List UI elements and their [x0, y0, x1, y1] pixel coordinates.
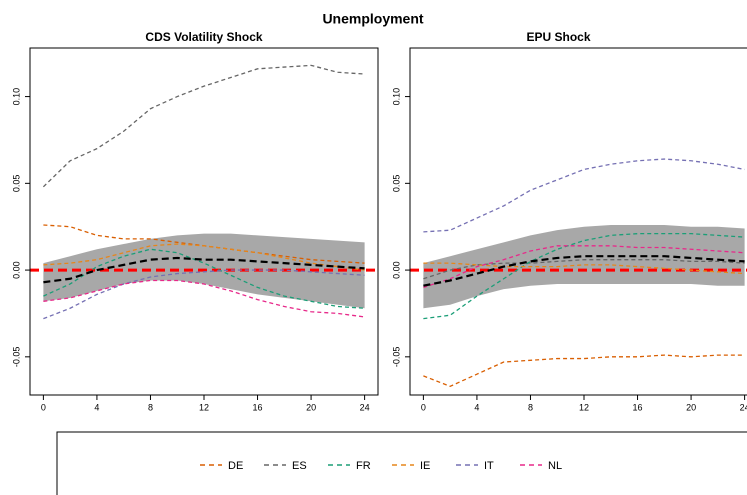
- legend-label: DE: [228, 460, 243, 472]
- y-tick-label: 0.10: [391, 88, 401, 106]
- series-line: [423, 245, 745, 289]
- median-line: [423, 255, 745, 287]
- x-tick-label: 24: [740, 402, 747, 412]
- series-line: [42, 64, 365, 188]
- series-line: [43, 279, 365, 318]
- series-line: [423, 259, 745, 280]
- series-line: [423, 158, 745, 233]
- median-line: [43, 256, 365, 284]
- panel-title: EPU Shock: [526, 30, 590, 44]
- legend-label: NL: [548, 460, 562, 472]
- series-line: [423, 232, 745, 320]
- plot-area: [410, 158, 747, 388]
- x-tick-label: 24: [360, 402, 370, 412]
- y-tick-label: 0.00: [391, 261, 401, 279]
- series-line: [43, 243, 365, 271]
- y-tick-label: 0.10: [11, 88, 21, 106]
- y-tick-label: 0.00: [11, 261, 21, 279]
- y-tick-label: 0.05: [391, 175, 401, 193]
- series-line: [43, 269, 365, 320]
- series-line: [423, 354, 745, 388]
- series-line: [43, 248, 365, 309]
- x-tick-label: 8: [148, 402, 153, 412]
- legend-label: IE: [420, 460, 430, 472]
- plot-frame: [29, 47, 379, 396]
- legend-label: IT: [484, 460, 494, 472]
- y-tick-label: 0.05: [11, 175, 21, 193]
- series-line: [423, 262, 745, 275]
- x-tick-label: 0: [41, 402, 46, 412]
- x-tick-label: 8: [528, 402, 533, 412]
- x-tick-label: 12: [199, 402, 209, 412]
- x-tick-label: 20: [686, 402, 696, 412]
- plot-area: [30, 64, 378, 320]
- x-tick-label: 16: [253, 402, 263, 412]
- panel-title: CDS Volatility Shock: [145, 30, 262, 44]
- x-tick-label: 12: [579, 402, 589, 412]
- x-tick-label: 0: [421, 402, 426, 412]
- plot-frame: [409, 47, 747, 396]
- chart-title: Unemployment: [322, 11, 423, 27]
- confidence-band: [423, 224, 745, 309]
- legend-label: ES: [292, 460, 307, 472]
- x-tick-label: 20: [306, 402, 316, 412]
- x-tick-label: 4: [474, 402, 479, 412]
- x-tick-label: 16: [633, 402, 643, 412]
- x-tick-label: 4: [94, 402, 99, 412]
- y-tick-label: -0.05: [391, 347, 401, 368]
- legend-box: [56, 431, 747, 495]
- y-tick-label: -0.05: [11, 347, 21, 368]
- legend-label: FR: [356, 460, 371, 472]
